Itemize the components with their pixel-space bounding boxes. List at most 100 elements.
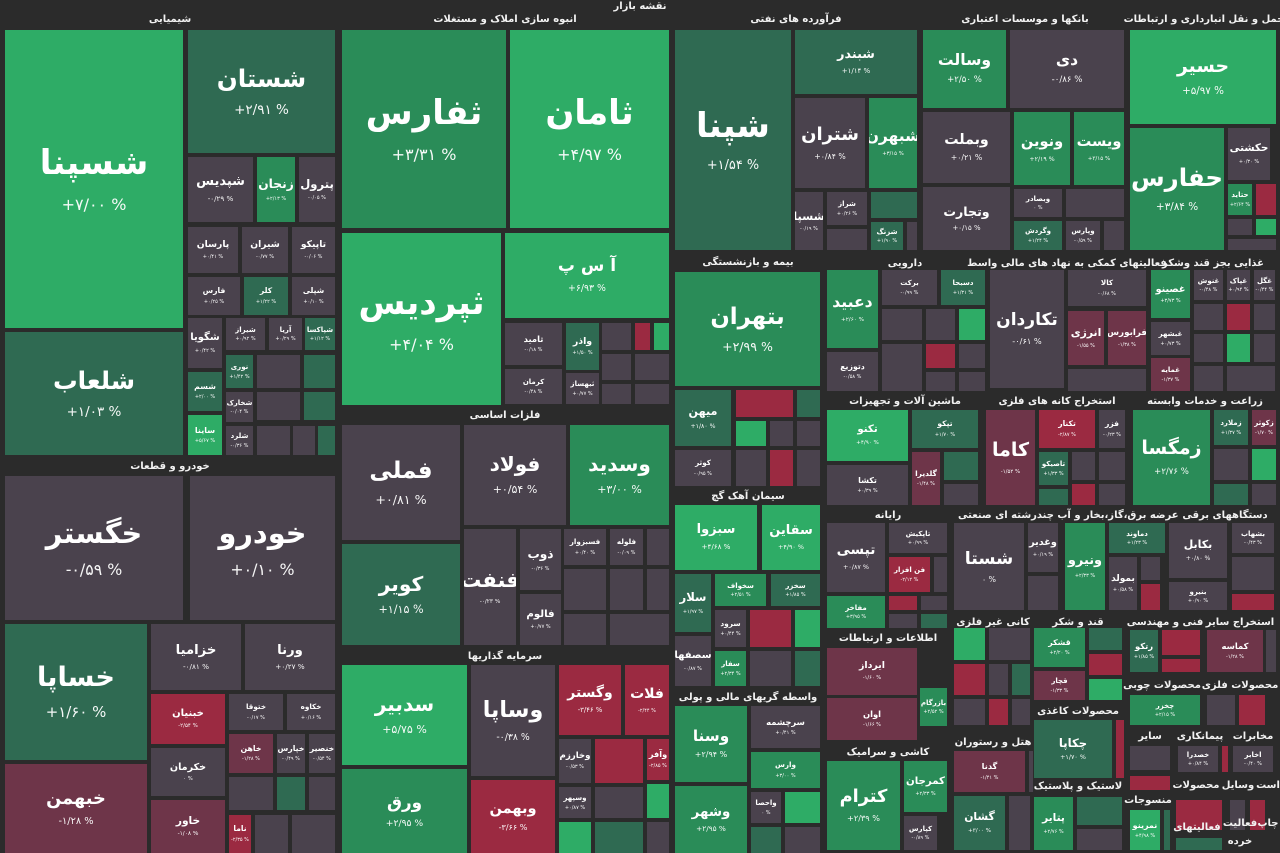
stock-tile[interactable]: فزر -۰/۲۳ % <box>1099 410 1125 448</box>
unlabeled-stock-tile[interactable] <box>602 384 631 404</box>
unlabeled-stock-tile[interactable] <box>954 628 985 660</box>
stock-tile[interactable]: شسپا -۰/۱۹ % <box>795 192 823 250</box>
unlabeled-stock-tile[interactable] <box>647 569 669 610</box>
stock-tile[interactable]: شپدیس -۰/۲۹ % <box>188 157 253 222</box>
unlabeled-stock-tile[interactable] <box>1214 449 1248 480</box>
unlabeled-stock-tile[interactable] <box>959 309 985 340</box>
stock-tile[interactable]: شسم +۲/۰۰ % <box>188 372 222 411</box>
unlabeled-stock-tile[interactable] <box>304 355 335 388</box>
stock-tile[interactable]: مفاخر +۳/۹۵ % <box>827 596 885 628</box>
stock-tile[interactable]: تپسی +۰/۸۷ % <box>827 523 885 592</box>
stock-tile[interactable]: وتجارت +۰/۱۵ % <box>923 187 1010 250</box>
stock-tile[interactable]: ایرداز -۱/۶۰ % <box>827 648 917 695</box>
stock-tile[interactable]: خبنیان -۲/۵۴ % <box>151 694 225 744</box>
unlabeled-stock-tile[interactable] <box>1116 720 1124 778</box>
unlabeled-stock-tile[interactable] <box>1222 746 1228 772</box>
stock-tile[interactable]: حکشتی +۰/۳۰ % <box>1228 128 1270 180</box>
stock-tile[interactable]: ورق +۲/۹۵ % <box>342 769 467 853</box>
unlabeled-stock-tile[interactable] <box>1228 239 1276 250</box>
unlabeled-stock-tile[interactable] <box>1227 334 1250 362</box>
stock-tile[interactable]: تکنو +۴/۹۰ % <box>827 410 908 461</box>
stock-tile[interactable]: بتهران +۲/۹۹ % <box>675 272 820 386</box>
unlabeled-stock-tile[interactable] <box>318 426 335 455</box>
unlabeled-stock-tile[interactable] <box>647 529 669 565</box>
stock-tile[interactable]: کماسه -۱/۲۸ % <box>1207 630 1263 672</box>
unlabeled-stock-tile[interactable] <box>595 787 643 818</box>
unlabeled-stock-tile[interactable] <box>871 192 917 218</box>
unlabeled-stock-tile[interactable] <box>1104 221 1124 250</box>
stock-tile[interactable]: وشهر +۲/۹۵ % <box>675 786 747 853</box>
unlabeled-stock-tile[interactable] <box>1230 800 1245 830</box>
stock-tile[interactable]: پتایر +۲/۷۶ % <box>1034 797 1073 850</box>
unlabeled-stock-tile[interactable] <box>736 390 793 417</box>
unlabeled-stock-tile[interactable] <box>635 323 650 350</box>
unlabeled-stock-tile[interactable] <box>1130 746 1170 770</box>
stock-tile[interactable]: واذر +۱/۵۰ % <box>566 323 599 370</box>
unlabeled-stock-tile[interactable] <box>635 354 669 380</box>
unlabeled-stock-tile[interactable] <box>292 815 335 853</box>
stock-tile[interactable]: وبصادر ۰ % <box>1014 189 1062 217</box>
stock-tile[interactable]: واحصا ۰ % <box>751 792 781 823</box>
unlabeled-stock-tile[interactable] <box>564 614 606 645</box>
stock-tile[interactable]: خپارس -۰/۴۹ % <box>277 734 305 773</box>
stock-tile[interactable]: خودرو +۰/۱۰ % <box>190 476 335 620</box>
stock-tile[interactable]: کمرجان +۲/۳۳ % <box>904 761 947 812</box>
stock-tile[interactable]: وسالت +۲/۵۰ % <box>923 30 1006 108</box>
unlabeled-stock-tile[interactable] <box>797 450 820 486</box>
unlabeled-stock-tile[interactable] <box>257 355 300 388</box>
stock-tile[interactable]: خنصیر -۰/۵۴ % <box>309 734 335 773</box>
stock-tile[interactable]: آ س پ +۶/۹۳ % <box>505 233 669 318</box>
unlabeled-stock-tile[interactable] <box>736 421 766 446</box>
unlabeled-stock-tile[interactable] <box>610 614 669 645</box>
unlabeled-stock-tile[interactable] <box>1012 699 1030 725</box>
stock-tile[interactable]: دماوند +۱/۲۳ % <box>1109 523 1165 553</box>
stock-tile[interactable]: کلر +۱/۲۲ % <box>244 277 288 315</box>
unlabeled-stock-tile[interactable] <box>921 614 947 628</box>
stock-tile[interactable]: بکابل +۰/۸۰ % <box>1169 523 1227 578</box>
stock-tile[interactable]: ختوقا -۰/۱۷ % <box>229 694 283 730</box>
unlabeled-stock-tile[interactable] <box>559 822 591 853</box>
stock-tile[interactable]: نوری +۱/۴۲ % <box>226 355 253 388</box>
unlabeled-stock-tile[interactable] <box>795 651 820 686</box>
stock-tile[interactable]: خصدرا +۰/۸۴ % <box>1178 746 1218 772</box>
stock-tile[interactable]: وسنا +۲/۹۴ % <box>675 706 747 782</box>
stock-tile[interactable]: شیراز +۰/۹۲ % <box>226 318 265 350</box>
unlabeled-stock-tile[interactable] <box>610 569 643 610</box>
unlabeled-stock-tile[interactable] <box>654 323 669 350</box>
stock-tile[interactable]: شلرد -۰/۳۶ % <box>226 426 253 455</box>
stock-tile[interactable]: دعبید +۲/۶۰ % <box>827 270 878 348</box>
unlabeled-stock-tile[interactable] <box>1072 452 1095 480</box>
stock-tile[interactable]: کالا -۰/۶۸ % <box>1068 270 1146 306</box>
stock-tile[interactable]: فسبزوار +۰/۴۰ % <box>564 529 606 565</box>
stock-tile[interactable]: اخابر -۰/۴۰ % <box>1233 746 1273 772</box>
unlabeled-stock-tile[interactable] <box>255 815 288 853</box>
unlabeled-stock-tile[interactable] <box>1089 628 1122 650</box>
stock-tile[interactable]: زکوثر -۱/۷۰ % <box>1252 410 1276 445</box>
unlabeled-stock-tile[interactable] <box>1130 776 1170 790</box>
unlabeled-stock-tile[interactable] <box>1194 334 1223 362</box>
unlabeled-stock-tile[interactable] <box>1176 838 1222 850</box>
stock-tile[interactable]: شپاکسا +۱/۱۲ % <box>305 318 335 350</box>
unlabeled-stock-tile[interactable] <box>751 827 781 853</box>
stock-tile[interactable]: کوثر -۰/۹۵ % <box>675 450 731 486</box>
stock-tile[interactable]: ورنا +۰/۲۷ % <box>245 624 335 690</box>
unlabeled-stock-tile[interactable] <box>1162 630 1200 655</box>
stock-tile[interactable]: چخزر +۲/۱۵ % <box>1130 695 1200 725</box>
unlabeled-stock-tile[interactable] <box>926 372 955 391</box>
unlabeled-stock-tile[interactable] <box>989 699 1008 725</box>
stock-tile[interactable]: اوان -۱/۶۶ % <box>827 698 917 740</box>
stock-tile[interactable]: تکاردان -۰/۶۱ % <box>990 270 1064 388</box>
unlabeled-stock-tile[interactable] <box>1207 695 1235 725</box>
stock-tile[interactable]: شبهرن +۳/۱۵ % <box>869 98 917 188</box>
stock-tile[interactable]: گدنا -۱/۴۱ % <box>954 751 1025 792</box>
unlabeled-stock-tile[interactable] <box>736 450 766 486</box>
stock-tile[interactable]: خساپا +۱/۶۰ % <box>5 624 147 760</box>
unlabeled-stock-tile[interactable] <box>954 664 985 695</box>
stock-tile[interactable]: بمولد +۰/۵۸ % <box>1109 557 1137 610</box>
stock-tile[interactable]: فلوله -۰/۰۹ % <box>610 529 643 565</box>
stock-tile[interactable]: شخارک -۰/۰۴ % <box>226 392 253 422</box>
stock-tile[interactable]: چکاپا +۱/۷۰ % <box>1034 720 1112 778</box>
stock-tile[interactable]: شگویا +۰/۴۲ % <box>188 318 222 368</box>
stock-tile[interactable]: پارسان +۰/۴۱ % <box>188 227 238 273</box>
stock-tile[interactable]: تاصیکو +۱/۳۳ % <box>1039 452 1068 485</box>
